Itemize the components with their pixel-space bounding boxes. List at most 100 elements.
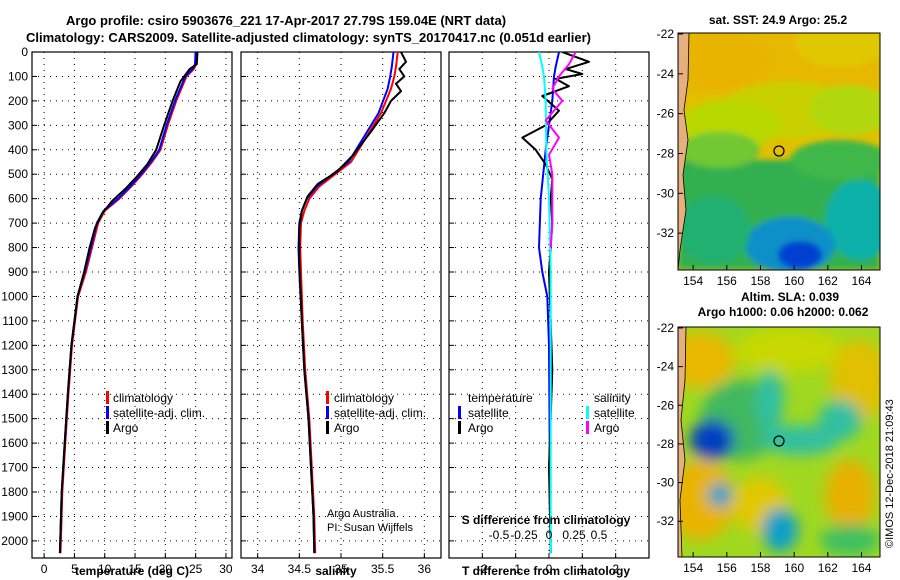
depth-tick-label: 2000 [1, 534, 28, 548]
depth-tick-label: 300 [8, 118, 28, 132]
sla-map-title: Altim. SLA: 0.039 [741, 290, 839, 304]
lat-tick-label: -22 [657, 27, 675, 41]
sst-map-frame [677, 32, 881, 271]
sla-lon-ticks: 154 156 158 160 162 164 [683, 552, 872, 575]
sst-map-title: sat. SST: 24.9 Argo: 25.2 [709, 13, 848, 27]
series-line-argo [58, 52, 199, 554]
figure-title-line2: Climatology: CARS2009. Satellite-adjuste… [26, 30, 591, 45]
lon-tick-label: 162 [818, 274, 838, 288]
lon-tick-label: 158 [750, 274, 770, 288]
x-tick-label: 34.5 [288, 562, 312, 576]
lon-tick-label: 160 [784, 274, 804, 288]
depth-tick-labels: 0 100 200 300 400 500 600 700 800 900 1000 1100 1200… [1, 45, 28, 548]
depth-tick-label: 1600 [1, 436, 28, 450]
depth-tick-label: 1400 [1, 387, 28, 401]
difference-panel: -2 -1 0 1 2 T difference from climatology S … [448, 51, 650, 578]
temperature-axis-label: temperature (deg C) [75, 564, 189, 578]
lat-tick-label: -28 [657, 437, 675, 451]
figure-title-line1: Argo profile: csiro 5903676_221 17-Apr-2… [66, 13, 506, 28]
x-tick-label: -1 [510, 562, 521, 576]
depth-tick-label: 400 [8, 143, 28, 157]
sla-map-subtitle: Argo h1000: 0.06 h2000: 0.062 [698, 305, 869, 319]
x-tick-label: 10 [98, 562, 112, 576]
x-tick-label: 1 [579, 562, 586, 576]
x-tick-label: 0 [41, 562, 48, 576]
legend-label-climatology: climatology [334, 391, 394, 405]
legend-label-s-satellite: satellite [594, 406, 635, 420]
lat-tick-label: -24 [657, 67, 675, 81]
legend-swatch-satellite [326, 406, 329, 419]
legend-swatch-s-argo [586, 421, 589, 434]
t-difference-axis-label: T difference from climatology [462, 564, 630, 578]
sst-field [678, 33, 880, 270]
salinity-series [297, 52, 407, 554]
lon-tick-label: 162 [818, 561, 838, 575]
lat-tick-label: -30 [657, 186, 675, 200]
depth-tick-label: 0 [21, 45, 28, 59]
x-tick-label: 35.5 [371, 562, 395, 576]
credit-line2: PI: Susan Wijffels [327, 522, 413, 534]
lat-tick-label: -28 [657, 146, 675, 160]
x-tick-label: -2 [477, 562, 488, 576]
salinity-axis-label: salinity [315, 564, 357, 578]
series-line-s-argo [544, 52, 577, 248]
legend-swatch-argo [106, 421, 109, 434]
sst-map: sat. SST: 24.9 Argo: 25.2 154 [657, 13, 881, 288]
depth-tick-label: 1700 [1, 461, 28, 475]
temperature-legend: climatology satellite-adj. clim. Argo [106, 391, 205, 435]
x-tick-label: 15 [128, 562, 142, 576]
depth-tick-label: 1300 [1, 363, 28, 377]
x-tick-label: 35 [334, 562, 348, 576]
s-tick-label: 0 [546, 528, 553, 542]
lon-tick-label: 154 [683, 274, 703, 288]
depth-tick-label: 1900 [1, 509, 28, 523]
lat-tick-label: -30 [657, 476, 675, 490]
sla-map-frame [677, 326, 881, 558]
temperature-tick-labels: 0 5 10 15 20 25 30 [41, 562, 233, 576]
legend-swatch-s-satellite [586, 406, 589, 419]
legend-swatch-argo [326, 421, 329, 434]
s-tick-label: -0.5 [489, 528, 510, 542]
lon-tick-label: 158 [750, 561, 770, 575]
depth-tick-label: 800 [8, 241, 28, 255]
series-line-argo [298, 52, 407, 554]
x-tick-label: 0 [546, 562, 553, 576]
series-line-s-satellite [538, 52, 552, 554]
difference-series [521, 52, 590, 554]
legend-label-s-argo: Argo [594, 421, 620, 435]
salinity-grid [241, 51, 441, 558]
legend-swatch-climatology [326, 391, 329, 404]
lat-tick-label: -22 [657, 321, 675, 335]
sla-map: Altim. SLA: 0.039 Argo h1000: 0.06 h2000… [657, 290, 881, 575]
depth-tick-label: 1800 [1, 485, 28, 499]
x-tick-label: 30 [219, 562, 233, 576]
series-line-t-argo [521, 52, 590, 554]
s-tick-label: -0.25 [510, 528, 538, 542]
legend-swatch-satellite [106, 406, 109, 419]
depth-tick-label: 100 [8, 69, 28, 83]
lat-tick-label: -32 [657, 226, 675, 240]
depth-tick-label: 900 [8, 265, 28, 279]
temperature-series [58, 52, 199, 554]
lon-tick-label: 164 [851, 561, 871, 575]
legend-label-climatology: climatology [113, 391, 173, 405]
imos-watermark: ©IMOS 12-Dec-2018 21:09:43 [884, 399, 896, 548]
lat-tick-label: -26 [657, 398, 675, 412]
lon-tick-label: 156 [717, 561, 737, 575]
legend-label-argo: Argo [113, 421, 139, 435]
argo-location-marker [773, 435, 785, 447]
depth-tick-label: 200 [8, 94, 28, 108]
lat-tick-label: -32 [657, 514, 675, 528]
sst-lon-ticks: 154 156 158 160 162 164 [683, 265, 872, 288]
lon-tick-label: 156 [717, 274, 737, 288]
s-tick-label: 0.25 [562, 528, 586, 542]
temperature-panel: 0100200300400500600700800900100011001200… [1, 45, 233, 578]
lat-tick-label: -24 [657, 360, 675, 374]
depth-tick-label: 600 [8, 192, 28, 206]
legend-label-t-argo: Argo [468, 421, 494, 435]
legend-label-t-satellite: satellite [468, 406, 509, 420]
sst-lat-ticks: -22 -24 -26 -28 -30 -32 [657, 27, 683, 240]
lon-tick-label: 164 [851, 274, 871, 288]
s-tick-label: 0.5 [591, 528, 608, 542]
